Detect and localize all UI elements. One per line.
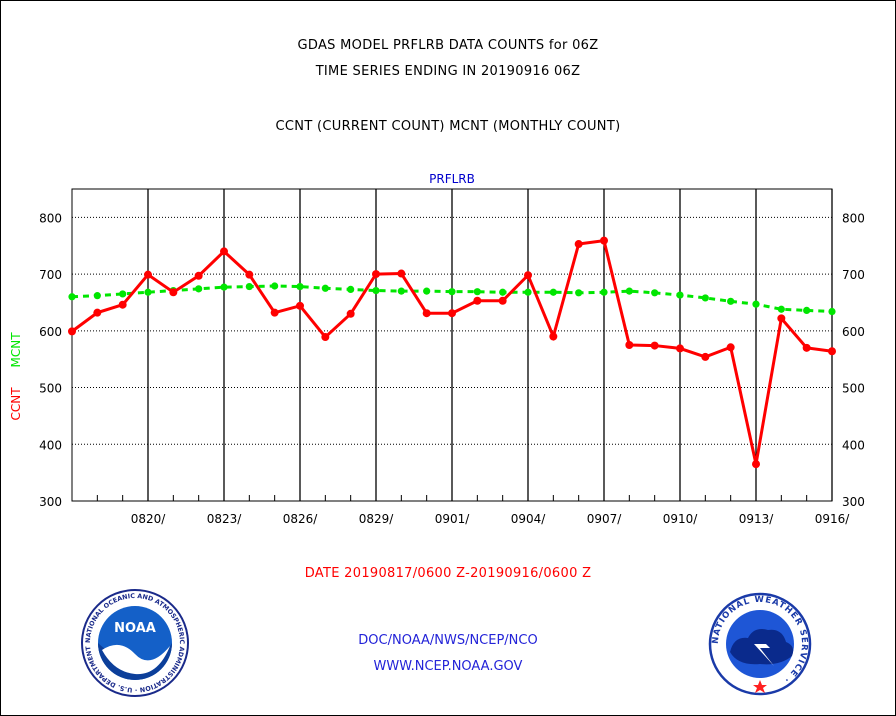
y-tick-label-right: 600	[842, 325, 865, 339]
website-link[interactable]: WWW.NCEP.NOAA.GOV	[373, 659, 523, 674]
data-point-ccnt	[574, 240, 583, 249]
y-tick-label-right: 800	[842, 211, 865, 225]
data-point-ccnt	[169, 288, 178, 297]
x-tick-label: 0916/	[815, 512, 851, 526]
y-tick-label-left: 300	[39, 495, 62, 509]
data-point-ccnt	[296, 301, 304, 310]
y-tick-label-right: 500	[842, 382, 865, 396]
org-label: DOC/NOAA/NWS/NCEP/NCO	[358, 633, 538, 648]
nws-logo: NATIONAL WEATHER SERVICE ·	[708, 592, 812, 696]
header-title-line3: CCNT (CURRENT COUNT) MCNT (MONTHLY COUNT…	[275, 119, 621, 134]
data-point-mcnt	[549, 288, 557, 296]
data-point-mcnt	[271, 282, 279, 290]
data-point-mcnt	[473, 288, 481, 296]
data-point-ccnt	[777, 314, 786, 323]
data-point-ccnt	[321, 333, 330, 342]
data-point-mcnt	[651, 289, 659, 297]
data-point-ccnt	[118, 300, 127, 309]
chart-title: PRFLRB	[429, 172, 475, 186]
data-point-mcnt	[397, 287, 405, 295]
data-point-ccnt	[752, 460, 760, 469]
data-point-mcnt	[195, 285, 203, 293]
data-point-ccnt	[473, 296, 482, 305]
data-point-ccnt	[270, 308, 279, 317]
data-point-mcnt	[625, 287, 633, 295]
data-point-ccnt	[372, 270, 380, 279]
data-point-mcnt	[600, 288, 608, 296]
x-tick-label: 0904/	[511, 512, 547, 526]
data-point-mcnt	[524, 288, 532, 296]
y-tick-label-right: 300	[842, 495, 865, 509]
date-range-label: DATE 20190817/0600 Z-20190916/0600 Z	[304, 566, 592, 581]
data-point-mcnt	[296, 282, 304, 291]
data-point-ccnt	[676, 344, 684, 353]
data-point-ccnt	[422, 309, 431, 318]
data-point-mcnt	[727, 297, 735, 305]
data-point-mcnt	[499, 288, 507, 296]
data-point-mcnt	[347, 285, 355, 294]
data-point-mcnt	[423, 287, 431, 295]
data-point-ccnt	[701, 352, 710, 361]
data-point-ccnt	[93, 308, 102, 317]
x-tick-label: 0910/	[663, 512, 699, 526]
data-point-mcnt	[575, 289, 583, 297]
data-point-ccnt	[144, 270, 152, 279]
data-point-mcnt	[245, 282, 253, 291]
y-tick-label-left: 800	[39, 211, 62, 225]
data-point-ccnt	[625, 341, 634, 349]
data-point-mcnt	[676, 291, 684, 299]
x-tick-label: 0826/	[283, 512, 319, 526]
x-tick-label: 0829/	[359, 512, 395, 526]
data-point-ccnt	[220, 247, 228, 256]
data-point-ccnt	[600, 236, 608, 245]
data-point-ccnt	[194, 271, 203, 280]
y-tick-label-left: 400	[39, 438, 62, 452]
x-tick-label: 0820/	[131, 512, 167, 526]
x-tick-label: 0913/	[739, 512, 775, 526]
y-tick-label-right: 400	[842, 438, 865, 452]
data-point-mcnt	[119, 290, 127, 298]
header-title-line2: TIME SERIES ENDING IN 20190916 06Z	[315, 64, 581, 79]
data-point-mcnt	[321, 284, 329, 292]
y-tick-label-left: 700	[39, 268, 62, 282]
noaa-logo: NATIONAL OCEANIC AND ATMOSPHERIC ADMINIS…	[80, 588, 189, 697]
data-point-mcnt	[448, 288, 456, 296]
y-tick-label-left: 600	[39, 325, 62, 339]
data-point-ccnt	[498, 296, 507, 305]
data-point-mcnt	[701, 294, 709, 302]
data-point-mcnt	[803, 306, 811, 314]
data-point-ccnt	[828, 347, 836, 356]
y-tick-label-left: 500	[39, 382, 62, 396]
x-tick-label: 0907/	[587, 512, 623, 526]
data-point-ccnt	[397, 269, 406, 278]
data-point-ccnt	[802, 343, 811, 352]
data-point-mcnt	[93, 292, 101, 300]
y-tick-label-right: 700	[842, 268, 865, 282]
data-point-mcnt	[372, 286, 380, 295]
data-point-ccnt	[346, 309, 355, 318]
data-point-ccnt	[524, 271, 532, 280]
header-title-line1: GDAS MODEL PRFLRB DATA COUNTS for 06Z	[297, 38, 599, 53]
data-point-ccnt	[68, 327, 76, 336]
noaa-logo-text: NOAA	[114, 621, 156, 636]
data-point-mcnt	[777, 305, 785, 313]
data-point-mcnt	[752, 300, 760, 308]
data-point-mcnt	[68, 293, 76, 301]
data-point-ccnt	[549, 332, 558, 341]
data-point-ccnt	[448, 309, 456, 318]
x-tick-label: 0901/	[435, 512, 471, 526]
data-point-mcnt	[220, 283, 228, 291]
data-point-ccnt	[726, 343, 735, 352]
y-axis-label-ccnt: CCNT	[9, 387, 23, 421]
y-axis-label-mcnt: MCNT	[9, 332, 23, 368]
data-point-mcnt	[144, 288, 152, 296]
data-point-ccnt	[245, 270, 254, 279]
data-point-ccnt	[650, 341, 659, 350]
x-tick-label: 0823/	[207, 512, 243, 526]
data-point-mcnt	[828, 307, 836, 316]
